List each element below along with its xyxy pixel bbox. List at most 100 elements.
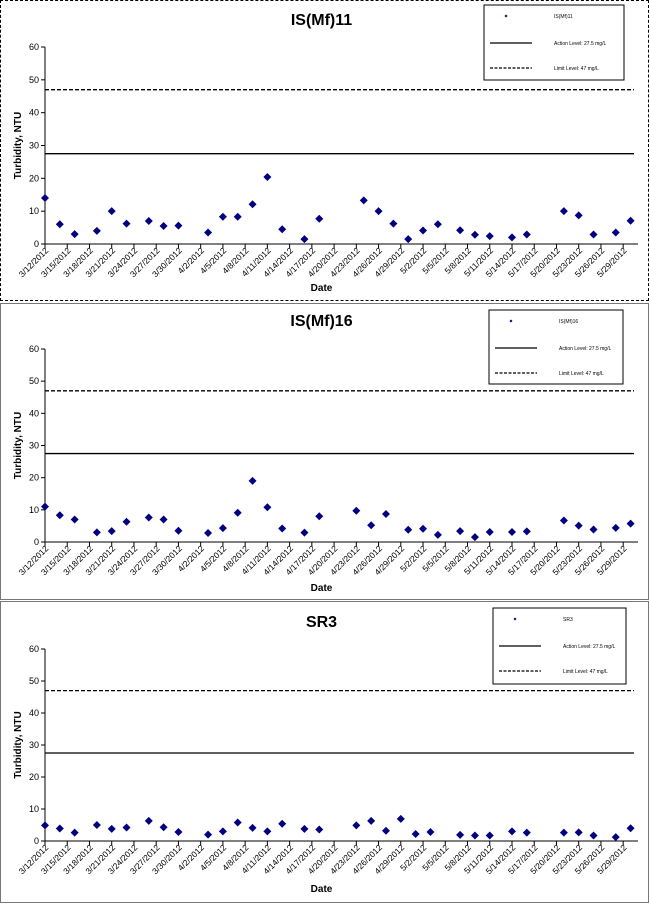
data-point [404, 525, 413, 534]
chart-title: IS(Mf)16 [290, 313, 352, 330]
data-point [107, 527, 116, 536]
data-point [611, 523, 620, 532]
data-point [278, 819, 287, 828]
legend-label: Limit Level: 47 mg/L [559, 371, 604, 377]
data-point [559, 207, 568, 216]
data-point [41, 194, 49, 203]
legend-label: Action Level: 27.5 mg/L [563, 644, 615, 650]
y-tick-label: 60 [29, 644, 39, 654]
data-point [315, 214, 324, 223]
y-tick-label: 60 [29, 344, 39, 354]
data-point [218, 524, 227, 533]
data-point [589, 230, 598, 239]
y-tick-label: 30 [29, 740, 39, 750]
chart-panel-3: SR3 0 10 20 30 40 50 60 3/12/2012 3/15/2012 3/18/2… [0, 601, 649, 903]
data-point [55, 220, 64, 229]
data-point [367, 521, 376, 530]
data-point [404, 235, 413, 244]
data-point [41, 502, 49, 511]
data-point [144, 513, 153, 522]
legend-label: Action Level: 27.5 mg/L [554, 41, 606, 47]
data-point [300, 235, 309, 244]
y-axis-title: Turbidity, NTU [13, 711, 24, 778]
y-tick-label: 30 [29, 441, 39, 451]
y-tick-label: 40 [29, 108, 39, 118]
data-point [159, 221, 168, 230]
data-point [522, 230, 531, 239]
x-axis-title: Date [311, 583, 333, 594]
y-tick-label: 30 [29, 141, 39, 151]
data-point [611, 833, 620, 842]
data-point [589, 525, 598, 534]
data-point [456, 830, 465, 839]
data-point [359, 196, 368, 205]
legend-marker [513, 617, 517, 621]
chart-panel-1: IS(Mf)11 0 10 20 30 40 50 60 3/12/2012 3/15/2012 3… [0, 0, 649, 301]
data-point [92, 226, 101, 235]
y-tick-label: 0 [34, 239, 39, 249]
data-point [507, 233, 516, 242]
data-point [352, 506, 361, 515]
data-point [381, 826, 390, 835]
y-axis-title: Turbidity, NTU [13, 112, 24, 179]
data-point [589, 831, 598, 840]
y-tick-label: 20 [29, 473, 39, 483]
data-point [144, 217, 153, 226]
data-point [263, 503, 272, 512]
y-tick-label: 50 [29, 376, 39, 386]
legend-marker [504, 14, 508, 18]
data-point [470, 230, 479, 239]
data-point [107, 824, 116, 833]
data-point [433, 530, 442, 539]
data-point [248, 200, 257, 209]
data-point [574, 828, 583, 837]
data-point [470, 533, 479, 542]
chart-svg: IS(Mf)1601020304050603/12/20123/15/20123… [13, 309, 638, 594]
data-point [204, 528, 213, 537]
data-point [485, 232, 494, 241]
data-point [300, 528, 309, 537]
y-tick-label: 40 [29, 408, 39, 418]
y-tick-label: 50 [29, 676, 39, 686]
y-tick-label: 10 [29, 505, 39, 515]
data-point [218, 212, 227, 221]
data-point [204, 830, 213, 839]
chart-title: IS(Mf)11 [291, 12, 352, 29]
legend-label: IS(Mf)11 [554, 14, 573, 20]
data-point [122, 517, 131, 526]
legend-label: Action Level: 27.5 mg/L [559, 346, 611, 352]
data-point [174, 221, 183, 230]
data-point [374, 207, 383, 216]
data-point [507, 827, 516, 836]
y-tick-label: 10 [29, 206, 39, 216]
y-tick-label: 40 [29, 708, 39, 718]
data-point [122, 823, 131, 832]
data-point [159, 515, 168, 524]
data-point [419, 226, 428, 235]
data-point [559, 516, 568, 525]
data-point [396, 814, 405, 823]
data-point [433, 220, 442, 229]
y-tick-label: 20 [29, 772, 39, 782]
data-point [233, 818, 242, 827]
y-tick-label: 60 [29, 42, 39, 52]
data-point [233, 508, 242, 517]
data-point [559, 828, 568, 837]
chart-svg: SR301020304050603/12/20123/15/20123/18/2… [13, 607, 638, 895]
data-point [419, 524, 428, 533]
x-axis-title: Date [311, 283, 333, 294]
data-point [41, 821, 49, 830]
data-point [218, 827, 227, 836]
data-point [456, 226, 465, 235]
legend-box [488, 309, 624, 385]
data-point [55, 824, 64, 833]
chart-panel-2: IS(Mf)16 0 10 20 30 40 50 60 3/12/2012 3/15/2012 3… [0, 303, 649, 600]
data-point [233, 212, 242, 221]
data-point [92, 528, 101, 537]
data-point [485, 528, 494, 537]
data-point [263, 827, 272, 836]
data-point [144, 816, 153, 825]
data-point [174, 828, 183, 837]
data-point [278, 225, 287, 234]
data-point [70, 230, 79, 239]
